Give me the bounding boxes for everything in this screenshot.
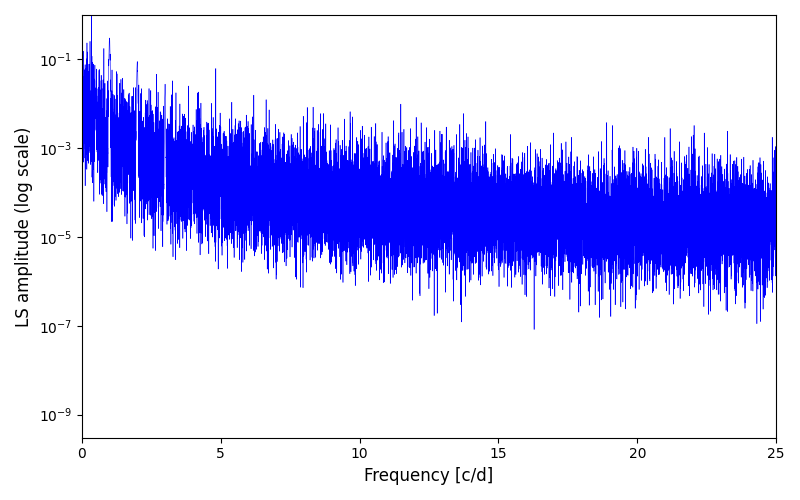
X-axis label: Frequency [c/d]: Frequency [c/d] [364, 467, 494, 485]
Y-axis label: LS amplitude (log scale): LS amplitude (log scale) [15, 126, 33, 326]
